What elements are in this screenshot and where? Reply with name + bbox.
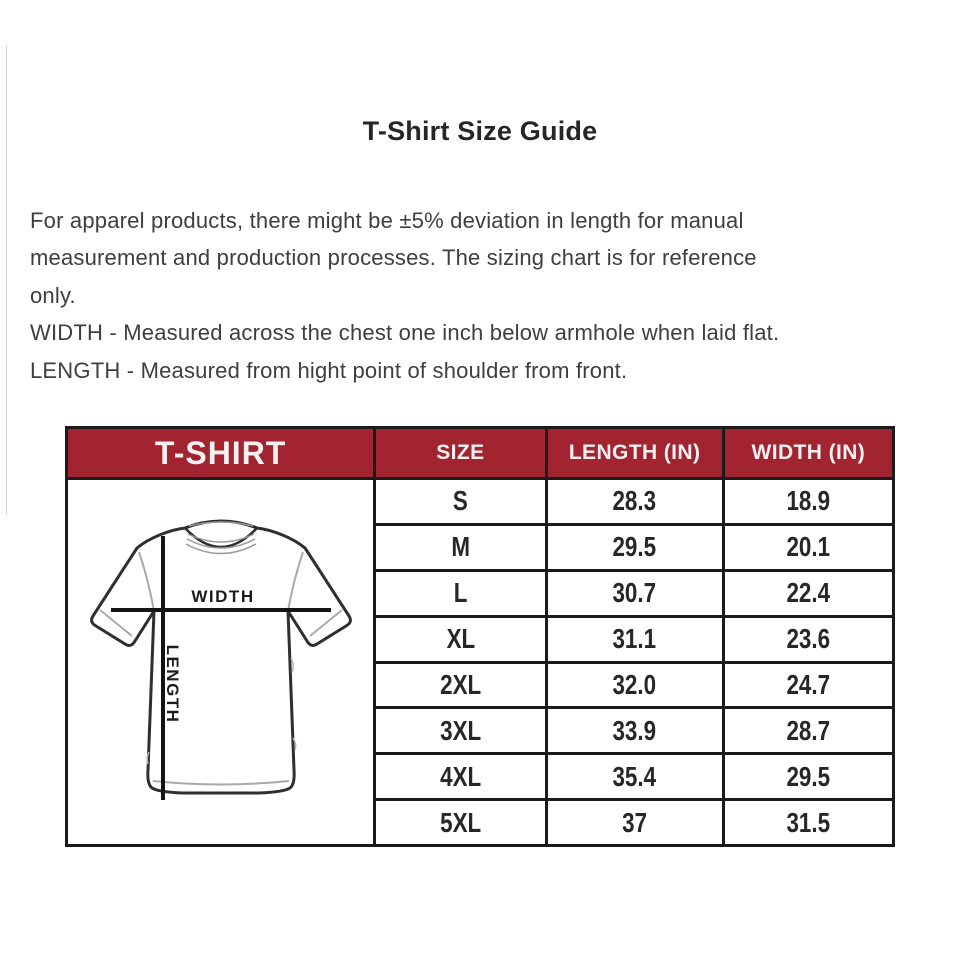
size-cell-xl: XL (376, 617, 545, 661)
collar-rib-1 (187, 533, 254, 543)
cell-text: 31.1 (612, 623, 657, 655)
cell-text: 23.6 (786, 623, 831, 655)
cell-text: 29.5 (786, 760, 831, 792)
length-cell-m: 29.5 (547, 525, 722, 569)
cell-text: 30.7 (612, 577, 657, 609)
tshirt-illustration: WIDTH LENGTH (68, 480, 374, 844)
wrinkle-marks (146, 657, 297, 765)
table-header-product: T-SHIRT (68, 429, 374, 477)
collar-back-seam (188, 521, 253, 527)
tshirt-drawing: WIDTH LENGTH (89, 519, 352, 800)
intro-line-deviation-3: only. (30, 282, 76, 308)
length-cell-4xl: 35.4 (547, 755, 722, 799)
size-cell-l: L (376, 571, 545, 615)
collar-rib-3 (185, 543, 256, 555)
hem-seam (152, 780, 289, 786)
collar-rib-2 (186, 538, 255, 549)
intro-line-deviation-2: measurement and production processes. Th… (30, 245, 757, 271)
length-cell-2xl: 32.0 (547, 663, 722, 707)
width-cell-xl: 23.6 (724, 617, 892, 661)
cell-text: 29.5 (612, 531, 657, 563)
length-cell-5xl: 37 (547, 801, 722, 844)
length-cell-s: 28.3 (547, 480, 722, 523)
cell-text: XL (446, 623, 475, 655)
width-cell-m: 20.1 (724, 525, 892, 569)
cell-text: 18.9 (786, 485, 831, 517)
cell-text: 28.3 (612, 485, 657, 517)
width-cell-4xl: 29.5 (724, 755, 892, 799)
width-cell-l: 22.4 (724, 571, 892, 615)
width-measure-label: WIDTH (191, 587, 254, 606)
armhole-seam-right (286, 551, 304, 612)
width-cell-3xl: 28.7 (724, 709, 892, 753)
cuff-seam-right (308, 609, 343, 637)
size-cell-2xl: 2XL (376, 663, 545, 707)
cell-text: M (451, 531, 470, 563)
width-cell-s: 18.9 (724, 480, 892, 523)
intro-line-deviation-1: For apparel products, there might be ±5%… (30, 208, 744, 233)
collar-band (183, 527, 258, 549)
armhole-seam-left (137, 551, 155, 612)
cell-text: 5XL (439, 806, 481, 838)
cell-text: 33.9 (612, 714, 657, 746)
table-header-width: WIDTH (IN) (724, 429, 892, 477)
length-measure-label: LENGTH (163, 645, 182, 724)
table-header-size: SIZE (376, 429, 545, 477)
page-title: T-Shirt Size Guide (362, 116, 598, 146)
table-header-length: LENGTH (IN) (547, 429, 722, 477)
intro-line-width-definition: WIDTH - Measured across the chest one in… (30, 320, 780, 346)
cuff-seam-left (98, 609, 133, 637)
cell-text: 31.5 (786, 806, 831, 838)
length-cell-l: 30.7 (547, 571, 722, 615)
cell-text: 28.7 (786, 714, 831, 746)
cell-text: S (452, 485, 468, 517)
cell-text: 4XL (439, 760, 481, 792)
size-cell-5xl: 5XL (376, 801, 545, 844)
cell-text: 24.7 (786, 668, 831, 700)
size-chart-table: T-SHIRT SIZE LENGTH (IN) WIDTH (IN) (65, 426, 895, 847)
cell-text: 3XL (439, 714, 481, 746)
cell-text: 22.4 (786, 577, 831, 609)
cell-text: L (453, 577, 468, 609)
cell-text: 37 (622, 806, 648, 838)
intro-text: For apparel products, there might be ±5%… (30, 202, 955, 389)
length-cell-xl: 31.1 (547, 617, 722, 661)
size-cell-s: S (376, 480, 545, 523)
cell-text: 2XL (439, 668, 481, 700)
left-edge-artifact (6, 45, 7, 515)
cell-text: 20.1 (786, 531, 831, 563)
cell-text: 35.4 (612, 760, 657, 792)
intro-line-length-definition: LENGTH - Measured from hight point of sh… (30, 357, 628, 383)
size-cell-3xl: 3XL (376, 709, 545, 753)
size-cell-4xl: 4XL (376, 755, 545, 799)
cell-text: 32.0 (612, 668, 657, 700)
width-cell-2xl: 24.7 (724, 663, 892, 707)
width-cell-5xl: 31.5 (724, 801, 892, 844)
length-cell-3xl: 33.9 (547, 709, 722, 753)
size-cell-m: M (376, 525, 545, 569)
tshirt-outline (89, 519, 352, 795)
